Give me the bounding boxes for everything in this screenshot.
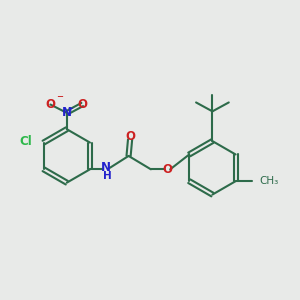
Text: O: O [125, 130, 135, 142]
Text: Cl: Cl [20, 135, 32, 148]
Text: H: H [103, 171, 112, 181]
Text: N: N [62, 106, 72, 119]
Text: +: + [68, 106, 73, 112]
Text: O: O [77, 98, 87, 111]
Text: O: O [162, 163, 172, 176]
Text: −: − [56, 92, 63, 101]
Text: CH₃: CH₃ [260, 176, 279, 186]
Text: N: N [101, 161, 111, 174]
Text: O: O [45, 98, 56, 111]
